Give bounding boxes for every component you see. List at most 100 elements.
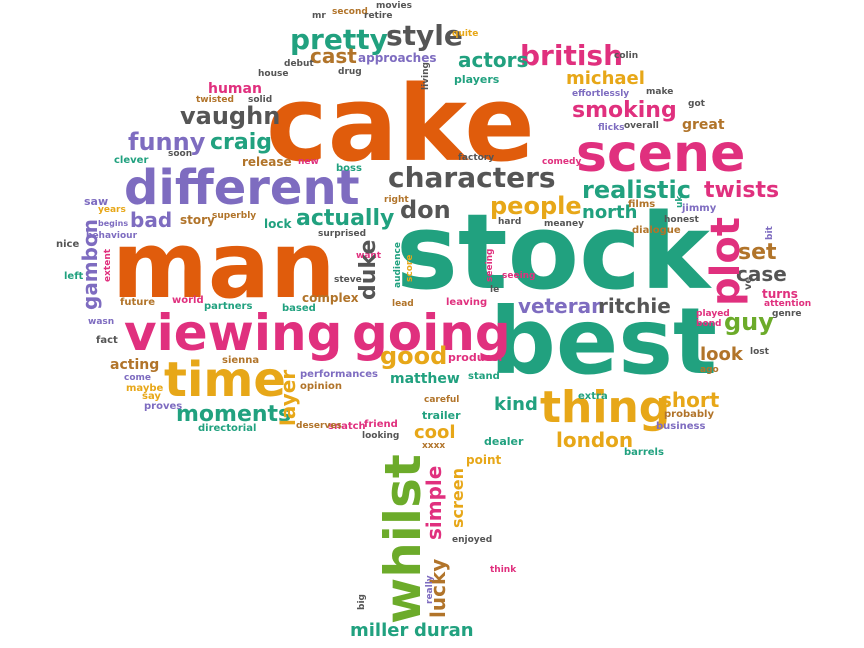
- word-overall: overall: [624, 121, 659, 131]
- word-business: business: [656, 421, 706, 432]
- word-funny: funny: [128, 128, 206, 156]
- word-producer: producer: [448, 351, 504, 364]
- word-le: seeing: [502, 271, 536, 281]
- word-fact: fact: [96, 335, 118, 346]
- word-trade: bit: [765, 226, 775, 240]
- word-actors: actors: [458, 48, 529, 72]
- word-barrels: barrels: [624, 447, 664, 458]
- word-extra: extra: [578, 391, 608, 402]
- word-probably: probably: [664, 409, 714, 420]
- word-bond: bond: [696, 319, 722, 329]
- word-maybe: maybe: [126, 383, 164, 394]
- word-cake: cake: [266, 63, 535, 185]
- word-ago: ago: [700, 365, 719, 375]
- word-world: world: [172, 295, 204, 306]
- word-different: different: [124, 160, 360, 216]
- word-think: xxxx: [422, 441, 446, 451]
- word-veteran: veteran: [518, 294, 606, 318]
- word-british: british: [520, 39, 624, 72]
- word-human: human: [208, 81, 262, 97]
- word-come: really: [425, 575, 435, 604]
- word-surprised: surprised: [318, 229, 367, 239]
- word-deserves: extent: [103, 248, 113, 282]
- word-lock: lock: [264, 217, 292, 231]
- word-michael: michael: [566, 68, 645, 89]
- word-performances: performances: [300, 369, 378, 380]
- word-great: great: [682, 117, 725, 133]
- word-colin: colin: [614, 51, 639, 61]
- word-story: story: [180, 213, 215, 227]
- word-look: look: [700, 344, 743, 365]
- word-looking: deserves: [296, 421, 342, 431]
- word-plot: plot: [703, 217, 749, 306]
- word-pretty: pretty: [290, 23, 388, 56]
- word-opinion: opinion: [300, 381, 342, 392]
- word-time: time: [164, 352, 286, 408]
- word-lead: lead: [392, 299, 414, 309]
- word-living: living: [421, 62, 431, 90]
- word-duke: duke: [356, 239, 381, 300]
- word-debut: debut: [284, 59, 314, 69]
- word-stock: stock: [396, 191, 710, 313]
- word-house: house: [258, 69, 289, 79]
- word-saw: saw: [84, 195, 109, 208]
- word-effortlessly: effortlessly: [572, 89, 630, 99]
- word-make: make: [646, 87, 674, 97]
- word-big: enjoyed: [452, 535, 493, 545]
- word-trailer: trailer: [422, 409, 461, 422]
- word-played: played: [696, 309, 730, 319]
- word-best: best: [490, 288, 717, 395]
- word-matthew: matthew: [390, 371, 460, 387]
- word-point: point: [466, 453, 502, 467]
- word-players: players: [454, 73, 500, 86]
- word-friend: friend: [364, 419, 398, 430]
- word-honest: honest: [664, 215, 699, 225]
- word-based: based: [282, 303, 316, 314]
- word-man: man: [112, 212, 336, 319]
- word-audience: audience: [393, 242, 403, 288]
- word-cool: cool: [414, 422, 456, 443]
- word-dialogue: dialogue: [632, 225, 681, 236]
- word-sienna: sienna: [222, 355, 260, 366]
- word-london: london: [556, 428, 634, 452]
- word-realistic: realistic: [582, 176, 691, 204]
- word-moments: moments: [176, 402, 292, 427]
- word-nice: nice: [56, 239, 80, 250]
- word-characters: characters: [388, 161, 556, 194]
- word-jimmy: jimmy: [682, 203, 717, 214]
- word-style: style: [386, 19, 463, 52]
- word-wasn: wasn: [88, 317, 115, 327]
- word-seeing: seeing: [485, 248, 495, 283]
- word-solid: solid: [248, 95, 273, 105]
- word-duran: duran: [414, 620, 474, 641]
- word-meaney: meaney: [544, 219, 584, 229]
- word-short: short: [660, 388, 720, 412]
- word-movies: movies: [376, 1, 412, 11]
- word-kind: kind: [494, 394, 538, 415]
- word-got: got: [688, 99, 705, 109]
- word-boss: boss: [336, 163, 362, 174]
- word-layer: layer: [276, 369, 300, 426]
- word-screen: screen: [448, 468, 467, 528]
- word-say: say: [142, 391, 161, 402]
- word-left: left: [64, 271, 84, 282]
- word-bit: uk: [675, 195, 685, 208]
- word-north: north: [582, 202, 638, 223]
- word-really: big: [357, 594, 367, 610]
- word-case: case: [736, 262, 787, 286]
- word-uk: ve: [743, 276, 754, 290]
- word-good: good: [380, 342, 448, 370]
- word-simple: simple: [422, 465, 446, 540]
- word-guy: guy: [724, 308, 774, 336]
- word-second: second: [332, 7, 368, 17]
- word-ve: mr: [312, 11, 326, 21]
- word-genre: genre: [772, 309, 802, 319]
- word-twisted: twisted: [196, 95, 234, 105]
- word-actually: actually: [296, 206, 395, 231]
- word-leaving: leaving: [446, 297, 488, 308]
- word-turns: turns: [762, 287, 798, 301]
- word-smoking: smoking: [572, 98, 677, 123]
- word-new: new: [298, 157, 319, 167]
- word-future: future: [120, 297, 156, 308]
- word-stand: stand: [468, 371, 500, 382]
